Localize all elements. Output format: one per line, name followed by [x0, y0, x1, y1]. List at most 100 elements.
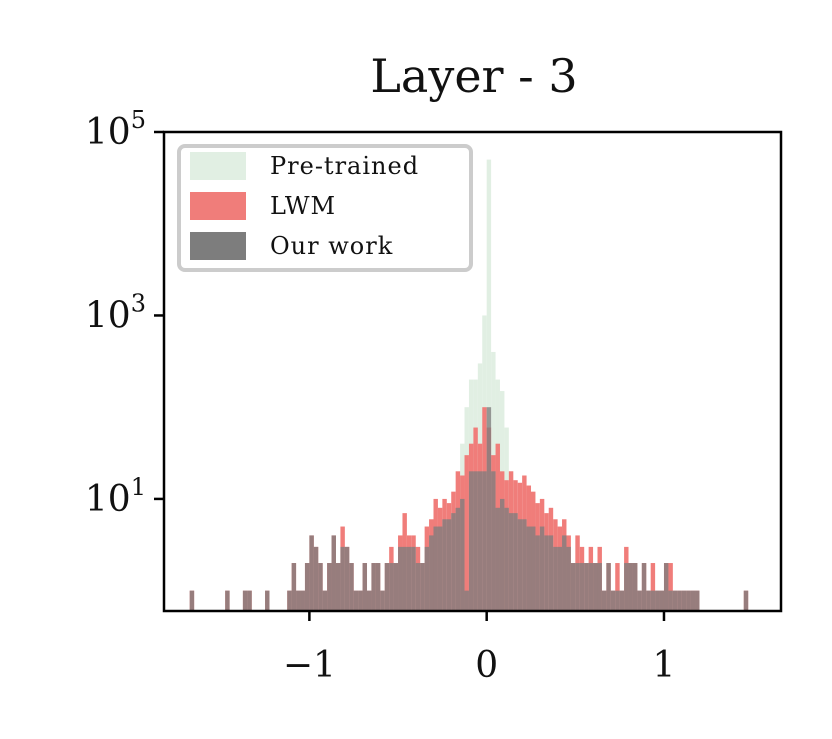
bar-series2-93: [677, 590, 682, 611]
bar-series2-35: [420, 563, 425, 611]
bar-series2-32: [406, 546, 412, 611]
bar-series2-88: [655, 590, 660, 611]
bar-series2-61: [535, 535, 540, 611]
bar-series2-19: [349, 563, 354, 611]
bar-series2-84: [637, 590, 642, 611]
bar-series2-78: [610, 590, 616, 611]
y-tick-base-0: 10: [85, 479, 131, 520]
bar-series2-70: [575, 563, 580, 611]
bar-series2-51: [491, 471, 496, 611]
legend-swatch-2: [190, 232, 246, 260]
bar-series2-10: [309, 535, 314, 611]
bar-series2-56: [513, 513, 518, 611]
bar-series2-41: [446, 519, 452, 611]
bar-series2-52: [495, 507, 500, 611]
bar-series2-80: [619, 590, 625, 611]
bar-series2-82: [628, 563, 633, 611]
bar-series2-48: [477, 471, 483, 611]
bar-series2-37: [429, 535, 434, 611]
bar-series2-89: [659, 590, 664, 611]
x-tick-label-1: 0: [475, 645, 498, 686]
bar-series2-63: [544, 535, 549, 611]
bar-series2-74: [593, 563, 598, 611]
legend-swatch-1: [190, 192, 246, 220]
bar-series2-65: [553, 546, 558, 611]
bar-series2-15: [331, 535, 336, 611]
y-tick-label-1: 103: [85, 289, 146, 336]
x-tick-label-0: −1: [283, 645, 336, 686]
bar-series2-68: [566, 546, 571, 611]
bar-series2-5: [287, 590, 292, 611]
bar-series2-29: [393, 563, 399, 611]
bar-series2-62: [539, 526, 545, 611]
bar-series2-73: [588, 563, 594, 611]
bar-series2-91: [668, 590, 673, 611]
bar-series2-28: [389, 563, 394, 611]
bar-series2-57: [517, 519, 523, 611]
bar-series2-97: [695, 590, 700, 611]
bar-series2-55: [508, 513, 514, 611]
bar-series2-92: [672, 590, 678, 611]
bar-series2-1: [225, 590, 230, 611]
bar-series2-31: [402, 546, 407, 611]
bar-series2-20: [353, 590, 359, 611]
bar-series2-43: [455, 507, 461, 611]
bar-series2-54: [504, 507, 509, 611]
series-2: [189, 407, 749, 611]
bar-series2-17: [340, 546, 345, 611]
bar-series2-76: [601, 590, 607, 611]
y-tick-exponent-0: 1: [131, 473, 146, 501]
bar-series2-81: [624, 563, 629, 611]
bar-series2-38: [433, 526, 438, 611]
bar-series2-13: [322, 590, 328, 611]
bar-series2-16: [335, 563, 341, 611]
bar-series2-72: [584, 563, 589, 611]
bar-series2-94: [681, 590, 687, 611]
bar-series2-86: [646, 590, 651, 611]
bar-series2-50: [486, 407, 492, 611]
bar-series2-33: [411, 546, 416, 611]
bar-series2-24: [371, 563, 376, 611]
bars-layer: [189, 159, 749, 611]
bar-series2-53: [499, 498, 505, 611]
bar-series2-71: [579, 563, 585, 611]
bar-series2-77: [606, 563, 611, 611]
bar-series2-36: [424, 546, 430, 611]
x-axis: −1 0 1: [283, 611, 676, 686]
bar-series2-18: [344, 546, 350, 611]
y-tick-label-2: 105: [85, 106, 146, 153]
legend-swatch-0: [190, 152, 246, 180]
chart-title: Layer - 3: [370, 49, 577, 103]
bar-series2-75: [597, 563, 602, 611]
bar-series2-26: [380, 590, 385, 611]
legend: Pre-trained LWM Our work: [177, 144, 473, 272]
bar-series2-49: [482, 471, 487, 611]
bar-series2-59: [526, 526, 532, 611]
bar-series2-4: [265, 590, 270, 611]
legend-label-0: Pre-trained: [270, 152, 419, 180]
legend-label-1: LWM: [270, 192, 336, 220]
bar-series2-69: [570, 563, 576, 611]
bar-series2-30: [398, 546, 403, 611]
y-tick-base-2: 10: [85, 112, 131, 153]
y-tick-exponent-1: 3: [131, 289, 146, 317]
bar-series0-6: [486, 159, 492, 611]
bar-series2-58: [522, 519, 527, 611]
bar-series1-79: [615, 563, 620, 611]
bar-series2-8: [300, 590, 305, 611]
y-tick-base-1: 10: [85, 295, 131, 336]
bar-series2-40: [442, 519, 447, 611]
y-tick-label-0: 101: [85, 473, 146, 520]
bar-series2-23: [367, 590, 372, 611]
bar-series2-87: [650, 590, 656, 611]
legend-box: [177, 144, 473, 272]
bar-series2-67: [562, 535, 567, 611]
bar-series2-22: [362, 563, 368, 611]
x-tick-label-2: 1: [653, 645, 676, 686]
bar-series2-14: [327, 563, 332, 611]
bar-series2-0: [189, 590, 195, 611]
bar-series2-95: [686, 590, 691, 611]
bar-series2-42: [451, 513, 456, 611]
bar-series2-46: [468, 471, 474, 611]
